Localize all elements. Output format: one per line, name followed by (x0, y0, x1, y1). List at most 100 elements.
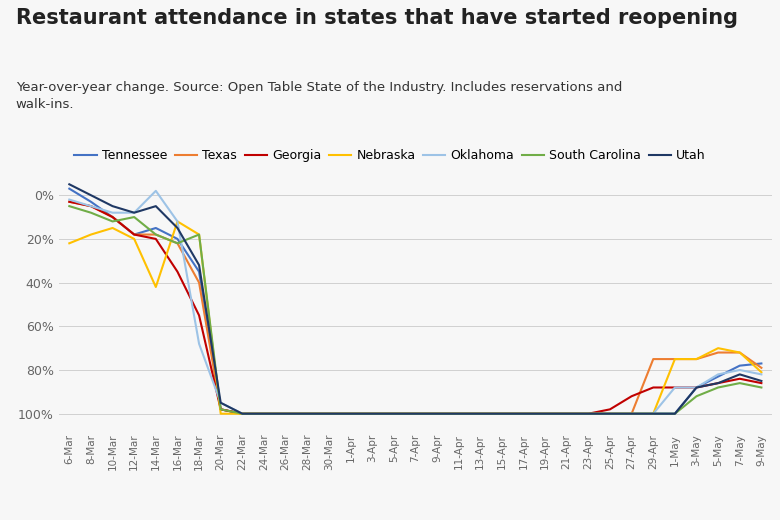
Oklahoma (670, 384, 679, 391)
Oklahoma (389, 411, 399, 417)
Georgia (454, 411, 463, 417)
Text: Year-over-year change. Source: Open Table State of the Industry. Includes reserv: Year-over-year change. Source: Open Tabl… (16, 81, 622, 111)
Nebraska (454, 411, 463, 417)
Oklahoma (432, 411, 441, 417)
Tennessee (649, 411, 658, 417)
Texas (692, 356, 701, 362)
Oklahoma (519, 411, 528, 417)
Tennessee (281, 411, 290, 417)
Nebraska (303, 411, 312, 417)
Texas (87, 203, 96, 209)
South Carolina (454, 411, 463, 417)
Utah (238, 411, 247, 417)
South Carolina (259, 411, 268, 417)
South Carolina (87, 210, 96, 216)
South Carolina (692, 393, 701, 399)
Georgia (649, 384, 658, 391)
Texas (172, 240, 182, 246)
South Carolina (281, 411, 290, 417)
Utah (562, 411, 572, 417)
Utah (605, 411, 615, 417)
Nebraska (151, 284, 161, 290)
Georgia (627, 393, 636, 399)
South Carolina (389, 411, 399, 417)
Utah (216, 400, 225, 406)
Oklahoma (216, 400, 225, 406)
Line: Georgia: Georgia (69, 202, 761, 414)
Tennessee (583, 411, 593, 417)
Georgia (692, 384, 701, 391)
Texas (259, 411, 268, 417)
Georgia (259, 411, 268, 417)
Utah (476, 411, 485, 417)
Georgia (432, 411, 441, 417)
South Carolina (346, 411, 355, 417)
Utah (87, 192, 96, 198)
Tennessee (454, 411, 463, 417)
Tennessee (259, 411, 268, 417)
Utah (454, 411, 463, 417)
Texas (519, 411, 528, 417)
Nebraska (519, 411, 528, 417)
Nebraska (129, 236, 139, 242)
South Carolina (583, 411, 593, 417)
South Carolina (605, 411, 615, 417)
Texas (367, 411, 377, 417)
Texas (432, 411, 441, 417)
Georgia (87, 203, 96, 209)
Texas (389, 411, 399, 417)
South Carolina (757, 384, 766, 391)
Oklahoma (108, 210, 117, 216)
Nebraska (172, 218, 182, 225)
Tennessee (714, 373, 723, 380)
South Carolina (410, 411, 420, 417)
South Carolina (194, 231, 204, 238)
South Carolina (714, 384, 723, 391)
South Carolina (497, 411, 506, 417)
Oklahoma (497, 411, 506, 417)
South Carolina (519, 411, 528, 417)
South Carolina (216, 406, 225, 412)
Tennessee (216, 406, 225, 412)
Tennessee (151, 225, 161, 231)
Georgia (410, 411, 420, 417)
Texas (649, 356, 658, 362)
Oklahoma (346, 411, 355, 417)
Georgia (172, 268, 182, 275)
Tennessee (389, 411, 399, 417)
Nebraska (324, 411, 334, 417)
Utah (129, 210, 139, 216)
Tennessee (410, 411, 420, 417)
Georgia (562, 411, 572, 417)
Texas (627, 411, 636, 417)
Nebraska (541, 411, 550, 417)
Tennessee (541, 411, 550, 417)
Georgia (541, 411, 550, 417)
Oklahoma (627, 411, 636, 417)
Nebraska (410, 411, 420, 417)
Texas (151, 231, 161, 238)
South Carolina (432, 411, 441, 417)
Texas (238, 411, 247, 417)
Texas (346, 411, 355, 417)
Tennessee (324, 411, 334, 417)
South Carolina (108, 218, 117, 225)
Oklahoma (757, 371, 766, 378)
Georgia (65, 199, 74, 205)
South Carolina (172, 240, 182, 246)
Texas (605, 411, 615, 417)
Georgia (346, 411, 355, 417)
Oklahoma (605, 411, 615, 417)
Utah (497, 411, 506, 417)
Texas (583, 411, 593, 417)
Texas (454, 411, 463, 417)
Texas (303, 411, 312, 417)
Utah (194, 262, 204, 268)
Utah (692, 384, 701, 391)
Nebraska (735, 349, 744, 356)
Tennessee (346, 411, 355, 417)
Oklahoma (194, 341, 204, 347)
Georgia (151, 236, 161, 242)
Nebraska (692, 356, 701, 362)
Tennessee (194, 268, 204, 275)
